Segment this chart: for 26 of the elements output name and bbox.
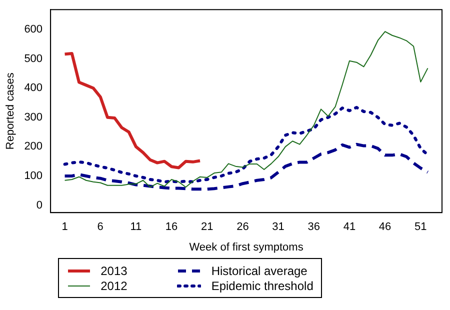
y-tick-label: 600 [24,24,43,36]
legend-label: 2012 [100,278,128,292]
y-tick-label: 300 [24,111,43,124]
y-tick-label: 0 [36,199,43,212]
x-tick-label: 11 [130,221,142,234]
x-tick-label: 51 [414,221,427,234]
legend-label: 2013 [100,264,128,278]
y-tick-label: 400 [24,82,43,94]
y-tick-label: 100 [24,170,43,182]
x-tick-label: 6 [97,221,104,234]
x-tick-label: 16 [165,221,178,234]
x-tick-label: 26 [236,221,249,234]
x-tick-label: 21 [201,221,214,234]
x-tick-label: 46 [378,221,392,234]
y-axis-title: Reported cases [4,72,17,150]
x-tick-label: 36 [308,221,320,234]
legend-label: Historical average [211,264,308,278]
x-tick-label: 31 [272,221,284,234]
x-tick-label: 1 [62,221,68,234]
line-series [63,142,430,191]
legend-label: Epidemic threshold [211,278,314,292]
x-axis-title: Week of first symptoms [189,241,304,254]
y-tick-label: 500 [24,52,43,65]
line-series [63,106,430,184]
y-tick-label: 200 [24,140,43,153]
x-tick-label: 41 [343,221,356,234]
